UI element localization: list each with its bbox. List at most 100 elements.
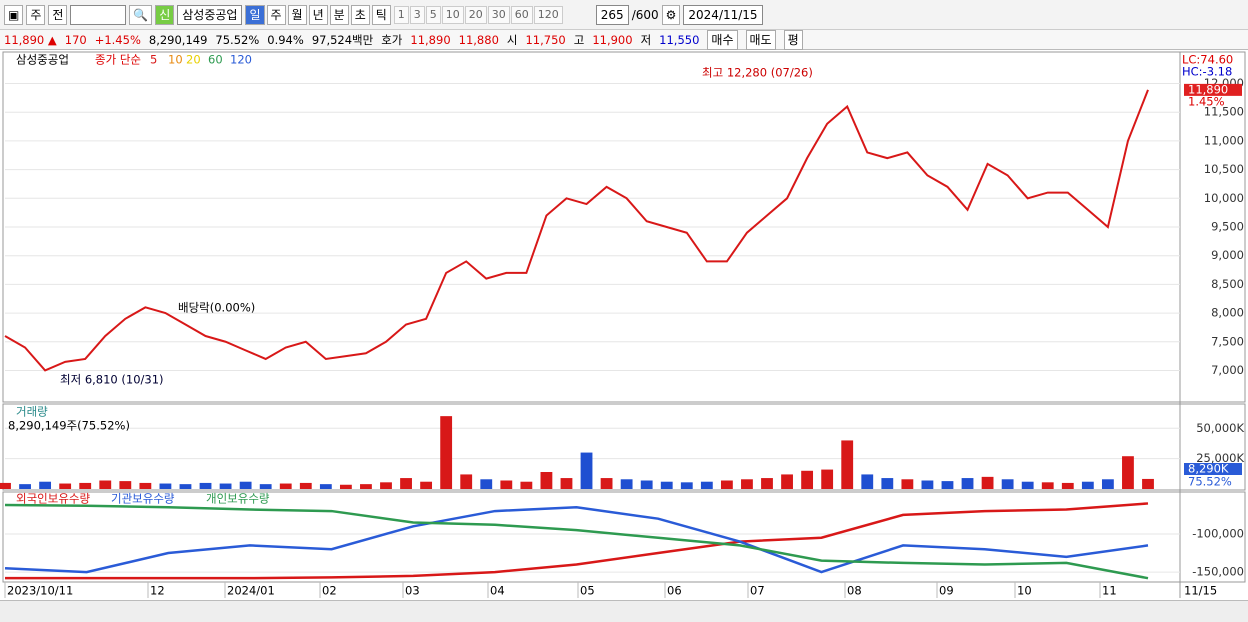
- trade-button[interactable]: 매수: [707, 29, 738, 50]
- x-tick-label: 06: [667, 584, 682, 598]
- number-button[interactable]: 30: [487, 5, 510, 24]
- info-turnover: 0.94%: [267, 32, 304, 47]
- volume-bar: [360, 484, 372, 489]
- y-tick-label: -100,000: [1192, 526, 1244, 540]
- credit-badge: 신: [155, 4, 175, 25]
- ma-legend: 60: [208, 53, 223, 67]
- volume-bar: [961, 478, 974, 489]
- period-button[interactable]: 전: [48, 4, 68, 25]
- ma-legend: 10: [168, 53, 183, 67]
- number-button[interactable]: 20: [464, 5, 487, 24]
- panel-frame: [2, 403, 1246, 491]
- info-bar: 11,890 ▲ 170 +1.45% 8,290,149 75.52% 0.94% 97,…: [0, 29, 1248, 50]
- volume-bar: [1021, 481, 1034, 489]
- info-amount: 97,524백만: [311, 32, 374, 47]
- volume-bar: [700, 481, 713, 489]
- volume-bar: [1081, 481, 1094, 489]
- y-tick-label: 9,500: [1211, 220, 1244, 234]
- interval-button[interactable]: 분: [329, 4, 349, 25]
- interval-button[interactable]: 초: [350, 4, 370, 25]
- volume-bar: [119, 481, 132, 489]
- volume-bar: [761, 478, 773, 489]
- y-tick-label: 7,000: [1211, 363, 1244, 377]
- number-button[interactable]: 5: [425, 5, 441, 24]
- trade-button[interactable]: 매도: [745, 29, 776, 50]
- number-button[interactable]: 3: [409, 5, 425, 24]
- volume-bar: [219, 483, 232, 489]
- volume-bar: [861, 474, 874, 489]
- volume-bar: [801, 470, 814, 489]
- volume-bar: [580, 452, 593, 489]
- volume-bar: [279, 483, 292, 489]
- holdings-line: [4, 503, 1149, 580]
- info-low: 11,550: [659, 32, 700, 47]
- y-tick-label: 10,500: [1204, 162, 1244, 176]
- search-button[interactable]: 🔍: [129, 4, 153, 25]
- volume-bar: [1061, 482, 1074, 489]
- current-volume-pct: 75.52%: [1188, 475, 1232, 489]
- volume-bar: [921, 480, 934, 489]
- volume-title: 거래량: [16, 405, 48, 419]
- number-button[interactable]: 10: [441, 5, 464, 24]
- volume-bar: [139, 482, 152, 489]
- interval-button[interactable]: 주: [266, 4, 286, 25]
- number-group: 1 3 5 10 20 30 60 120: [393, 5, 563, 24]
- volume-bar: [319, 484, 332, 489]
- current-volume: 8,290K: [1188, 462, 1229, 476]
- volume-bar: [159, 483, 172, 489]
- volume-bar: [520, 481, 533, 489]
- volume-bar: [600, 478, 613, 489]
- holdings-legend: 외국인보유수량: [16, 492, 90, 506]
- info-open: 11,750: [525, 32, 566, 47]
- volume-bar: [841, 440, 854, 489]
- info-change: 170: [64, 32, 87, 47]
- ma-legend: 20: [186, 53, 201, 67]
- volume-bar: [59, 483, 72, 489]
- x-tick-label: 11: [1102, 584, 1117, 598]
- chart-area: 7,000 7,500 8,000 8,500 9,000 9,500 10,000 10,5…: [0, 51, 1246, 598]
- volume-bar: [179, 484, 192, 489]
- y-tick-label: 10,000: [1204, 191, 1244, 205]
- volume-bar: [640, 480, 653, 489]
- volume-bar: [460, 474, 473, 489]
- y-tick-label: 9,000: [1211, 248, 1244, 262]
- interval-button[interactable]: 년: [308, 4, 328, 25]
- x-tick-label: 05: [580, 584, 595, 598]
- current-volume-box: [1184, 463, 1242, 475]
- view-button[interactable]: ▣: [4, 4, 24, 25]
- date-input[interactable]: 2024/11/15: [683, 4, 763, 25]
- tool-button[interactable]: ⚙: [661, 4, 681, 25]
- holdings-line: [5, 502, 1149, 580]
- volume-bar: [560, 478, 573, 489]
- current-price-box: [1184, 83, 1242, 96]
- interval-button[interactable]: 일: [245, 4, 265, 25]
- trade-button[interactable]: 평: [783, 29, 803, 50]
- interval-button[interactable]: 월: [287, 4, 307, 25]
- y-tick-label: 7,500: [1211, 334, 1244, 348]
- volume-bar: [1142, 478, 1154, 489]
- panel-frame: [2, 491, 1246, 583]
- volume-bar: [1122, 456, 1134, 489]
- number-button[interactable]: 60: [510, 5, 533, 24]
- count-input[interactable]: 265: [595, 4, 629, 25]
- number-button[interactable]: 120: [533, 5, 563, 24]
- code-input[interactable]: 010140: [70, 4, 127, 25]
- info-bid: 11,880: [458, 32, 499, 47]
- period-button[interactable]: 주: [26, 4, 46, 25]
- volume-bar: [239, 481, 252, 489]
- x-tick-label: 02: [322, 584, 337, 598]
- price-line: [4, 89, 1149, 372]
- volume-bar: [881, 478, 894, 489]
- x-tick-label: 2024/01: [227, 584, 275, 598]
- volume-bar: [380, 482, 392, 489]
- info-ask: 11,890: [410, 32, 451, 47]
- volume-bar: [99, 480, 112, 489]
- volume-bar: [720, 480, 733, 489]
- volume-summary: 8,290,149주(75.52%): [8, 419, 130, 433]
- y-tick-label: 11,000: [1204, 133, 1244, 147]
- number-button[interactable]: 1: [393, 5, 409, 24]
- annotation-high: 최고 12,280 (07/26): [702, 66, 813, 80]
- stock-name-legend: 삼성중공업: [16, 53, 69, 67]
- annotation-low: 최저 6,810 (10/31): [60, 373, 164, 387]
- interval-button[interactable]: 틱: [371, 4, 391, 25]
